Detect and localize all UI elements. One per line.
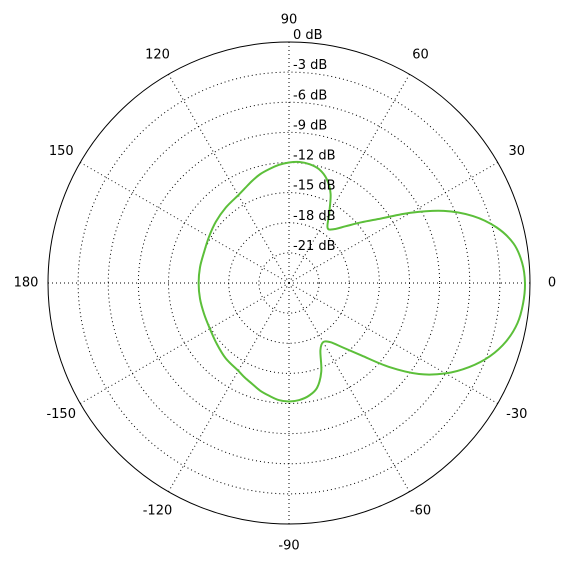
angle-grid-spoke — [288, 282, 498, 404]
angle-grid-spoke — [168, 74, 290, 284]
angle-tick-label: 120 — [145, 48, 170, 63]
angle-tick-label: 60 — [412, 48, 429, 63]
angle-tick-label: -150 — [46, 407, 76, 422]
angle-tick-label: -120 — [143, 503, 173, 518]
angle-grid-spoke — [288, 162, 498, 284]
series-line — [197, 160, 526, 403]
angle-tick-label: 150 — [49, 144, 74, 159]
angle-labels: 0 30 60 90 120 150 180 -150 -120 -90 -60 -30 — [14, 13, 557, 554]
radial-tick-label: -18 dB — [293, 209, 336, 224]
radial-grid-circle — [77, 71, 501, 495]
angle-tick-label: 180 — [14, 276, 39, 291]
angle-grid-spoke — [80, 282, 290, 404]
angle-tick-label: 90 — [281, 13, 298, 28]
radial-tick-label: -3 dB — [293, 58, 327, 73]
radial-tick-label: -9 dB — [293, 118, 327, 133]
angle-grid-spoke — [80, 162, 290, 284]
radial-tick-label: -12 dB — [293, 149, 336, 164]
radial-labels: 0 dB -3 dB -6 dB -9 dB -12 dB -15 dB -18 dB -21… — [293, 28, 336, 254]
radial-tick-label: -15 dB — [293, 179, 336, 194]
angle-tick-label: 0 — [548, 276, 556, 291]
radial-grid-circle — [137, 131, 441, 435]
angle-tick-label: -90 — [278, 539, 299, 554]
angle-grid-spoke — [168, 282, 290, 492]
series-layer — [197, 160, 526, 403]
polar-grid — [47, 41, 531, 525]
radial-tick-label: -6 dB — [293, 88, 327, 103]
angle-tick-label: -30 — [506, 407, 527, 422]
radial-tick-label: 0 dB — [293, 28, 323, 43]
angle-grid-spoke — [288, 74, 410, 284]
angle-tick-label: -60 — [410, 503, 431, 518]
radial-tick-label: -21 dB — [293, 239, 336, 254]
radial-grid-circle — [258, 252, 320, 314]
radial-grid-circle — [198, 192, 380, 374]
angle-tick-label: 30 — [508, 144, 525, 159]
angle-grid-spoke — [288, 282, 410, 492]
